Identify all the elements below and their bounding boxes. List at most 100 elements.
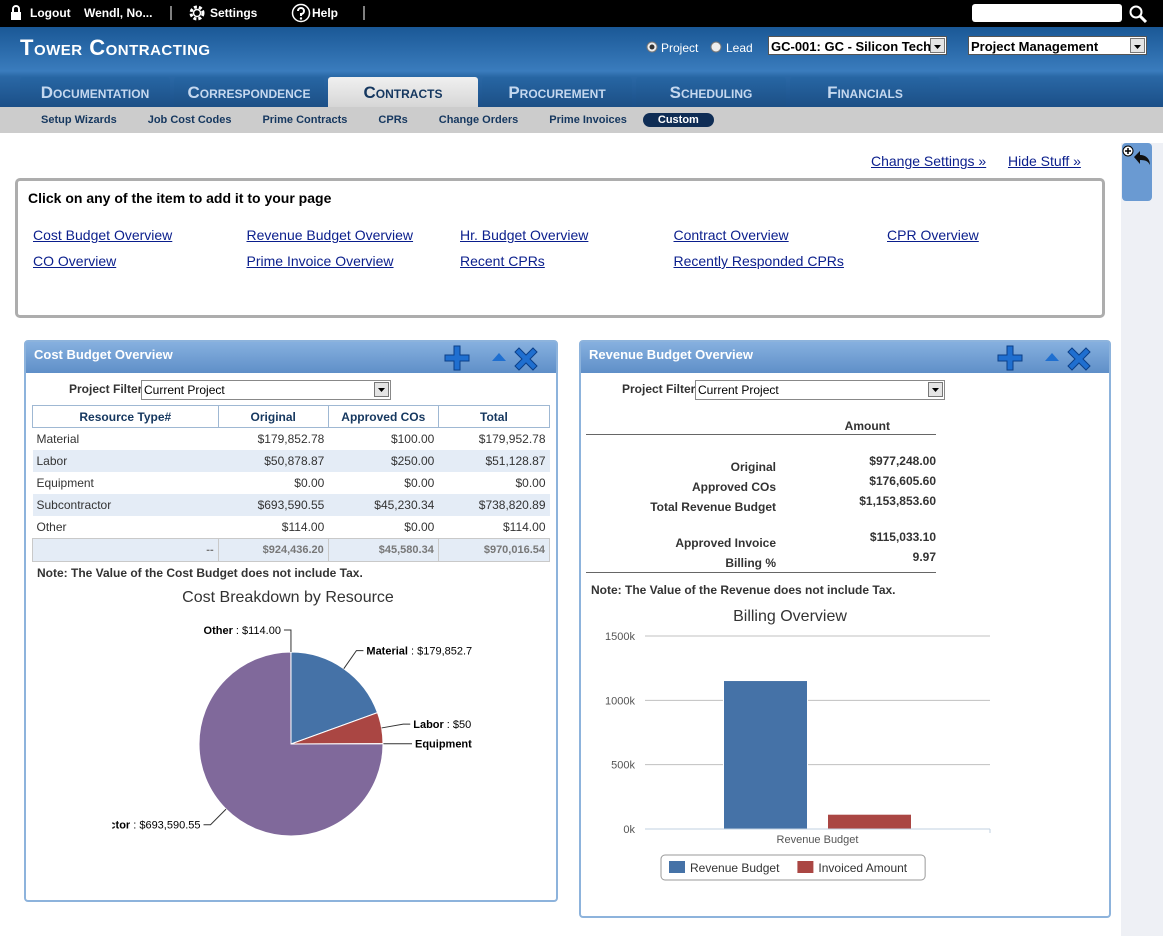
pie-area: Material: $179,852.78 Labor: $50,878.87 Eq… — [55, 625, 508, 837]
pie-chart: Cost Breakdown by Resource Material: $179… — [55, 589, 508, 837]
column-header: Resource Type# — [32, 405, 219, 428]
collapse-icon[interactable] — [492, 353, 506, 361]
cell: Labor — [32, 450, 219, 472]
revenue-widget: Revenue Budget Overview Project Filter C… — [579, 340, 1111, 918]
project-select[interactable]: GC-001: GC - Silicon Tech — [768, 36, 947, 55]
widget-link-text: CO Overview — [33, 253, 117, 269]
widget-link-text: Cost Budget Overview — [33, 227, 173, 243]
amount-label: Original — [730, 460, 776, 474]
cost-widget: Cost Budget Overview Project Filter Curr… — [24, 340, 558, 902]
sub-nav-item[interactable]: Prime Contracts — [262, 114, 348, 126]
widget-title: Revenue Budget Overview — [589, 347, 753, 362]
widget-icons — [444, 345, 538, 371]
filter-select[interactable]: Current Project — [695, 380, 945, 400]
change-settings-link[interactable]: Change Settings » — [871, 153, 987, 169]
nav-tab[interactable]: Correspondence — [174, 77, 324, 107]
widget-list: Cost Budget Overview Revenue Budget Overv… — [31, 227, 1099, 279]
cell: Other — [36, 520, 67, 534]
connector — [283, 629, 292, 653]
pie-label: Labor: $50,878.87 — [413, 719, 508, 731]
radio-project[interactable] — [646, 41, 658, 53]
side-tab[interactable] — [1121, 143, 1153, 203]
label-name: Equipment — [415, 739, 472, 751]
amount-row: Approved Invoice $115,033.10 — [586, 530, 936, 550]
note: Note: The Value of the Revenue does not … — [591, 583, 896, 597]
widget-link[interactable]: Cost Budget Overview — [31, 227, 245, 253]
radio-label: Lead — [726, 41, 753, 55]
sub-nav-item[interactable]: Job Cost Codes — [147, 114, 232, 126]
widget-link[interactable]: Hr. Budget Overview — [458, 227, 672, 253]
table-row: Labor $50,878.87 $250.00 $51,128.87 — [32, 450, 550, 472]
nav-tab[interactable]: Documentation — [20, 77, 170, 107]
nav-tab[interactable]: Financials — [790, 77, 940, 107]
widget-link-text: Contract Overview — [673, 227, 789, 243]
label-value: : $50,878.87 — [447, 719, 508, 731]
module-select[interactable]: Project Management — [968, 36, 1147, 55]
cost-table: Resource Type# Original Approved COs Total … — [32, 405, 551, 562]
cell: $0.00 — [294, 476, 325, 490]
connector — [203, 808, 227, 826]
nav-tab[interactable]: Procurement — [482, 77, 632, 107]
cell: $45,230.34 — [328, 494, 439, 516]
sub-nav-item[interactable]: Prime Invoices — [549, 114, 627, 126]
nav-tab[interactable]: Contracts — [328, 77, 478, 107]
y-tick-label: 0k — [623, 824, 635, 836]
amount-value: $977,248.00 — [869, 454, 936, 468]
revenue-rows: Original $977,248.00 Approved COs $176,605.… — [586, 454, 936, 570]
arrow — [932, 388, 939, 392]
user-name[interactable]: Wendl, No... — [84, 6, 153, 20]
widget-link[interactable]: Contract Overview — [672, 227, 886, 253]
nav-tab[interactable]: Scheduling — [636, 77, 786, 107]
widget-link-text: Recent CPRs — [460, 253, 545, 269]
amount-value: $176,605.60 — [869, 474, 936, 488]
lock-icon — [11, 5, 21, 20]
close-icon[interactable] — [514, 347, 538, 371]
widget-link[interactable]: Revenue Budget Overview — [245, 227, 459, 253]
filter-select[interactable]: Current Project — [141, 380, 391, 400]
pie-label: Subcontractor: $693,590.55 — [55, 820, 200, 832]
hide-stuff-link[interactable]: Hide Stuff » — [1008, 153, 1081, 169]
amount-row: Billing % 9.97 — [586, 550, 936, 570]
search-input[interactable] — [972, 4, 1122, 22]
logout-link[interactable]: Logout — [30, 6, 71, 20]
add-icon[interactable] — [997, 345, 1023, 371]
amount-label: Billing % — [725, 556, 776, 570]
widget-link[interactable]: CO Overview — [31, 253, 245, 279]
cell: $0.00 — [404, 520, 435, 534]
amount-value: 9.97 — [912, 550, 936, 564]
table-row: Material $179,852.78 $100.00 $179,952.78 — [33, 428, 550, 451]
sub-nav-item[interactable]: Custom — [642, 113, 714, 127]
bar-chart: Billing Overview 0k 500k 1000k 1500k Revenue … — [605, 608, 991, 881]
label-name: Labor — [413, 719, 444, 731]
help-link[interactable]: Help — [312, 6, 339, 20]
cell: $114.00 — [503, 520, 546, 534]
sub-nav-item[interactable]: Setup Wizards — [41, 114, 117, 126]
widget-link[interactable]: CPR Overview — [885, 227, 1099, 253]
close-icon[interactable] — [1067, 347, 1091, 371]
total-cell: $45,580.34 — [327, 538, 439, 562]
collapse-icon[interactable] — [1045, 353, 1059, 361]
radio-lead[interactable] — [710, 41, 722, 53]
add-icon[interactable] — [444, 345, 470, 371]
settings-link[interactable]: Settings — [210, 6, 258, 20]
gear-icon — [189, 5, 205, 21]
y-tick-label: 500k — [611, 760, 635, 772]
sub-nav-item[interactable]: CPRs — [378, 114, 408, 126]
widget-link[interactable]: Prime Invoice Overview — [245, 253, 459, 279]
y-tick-label: 1000k — [605, 695, 635, 707]
cell: $693,590.55 — [218, 494, 329, 516]
pie-label: Other: $114.00 — [204, 625, 281, 637]
column-header: Original — [217, 405, 329, 428]
amount-label: Approved Invoice — [675, 536, 776, 550]
sub-nav-item[interactable]: Change Orders — [438, 114, 519, 126]
main-tabs: Documentation Correspondence Contracts Proc… — [20, 77, 940, 107]
column-title: Amount — [844, 419, 890, 433]
top-bar: Logout Wendl, No... Settings Help — [0, 0, 1163, 27]
cell: $100.00 — [390, 432, 435, 446]
sub-nav: Setup Wizards Job Cost Codes Prime Contrac… — [26, 113, 715, 127]
widget-link[interactable]: Recent CPRs — [458, 253, 672, 279]
search-icon[interactable] — [1128, 4, 1148, 24]
total-cell: -- — [32, 538, 219, 562]
widget-link-text: Hr. Budget Overview — [460, 227, 589, 243]
widget-link[interactable]: Recently Responded CPRs — [672, 253, 886, 279]
